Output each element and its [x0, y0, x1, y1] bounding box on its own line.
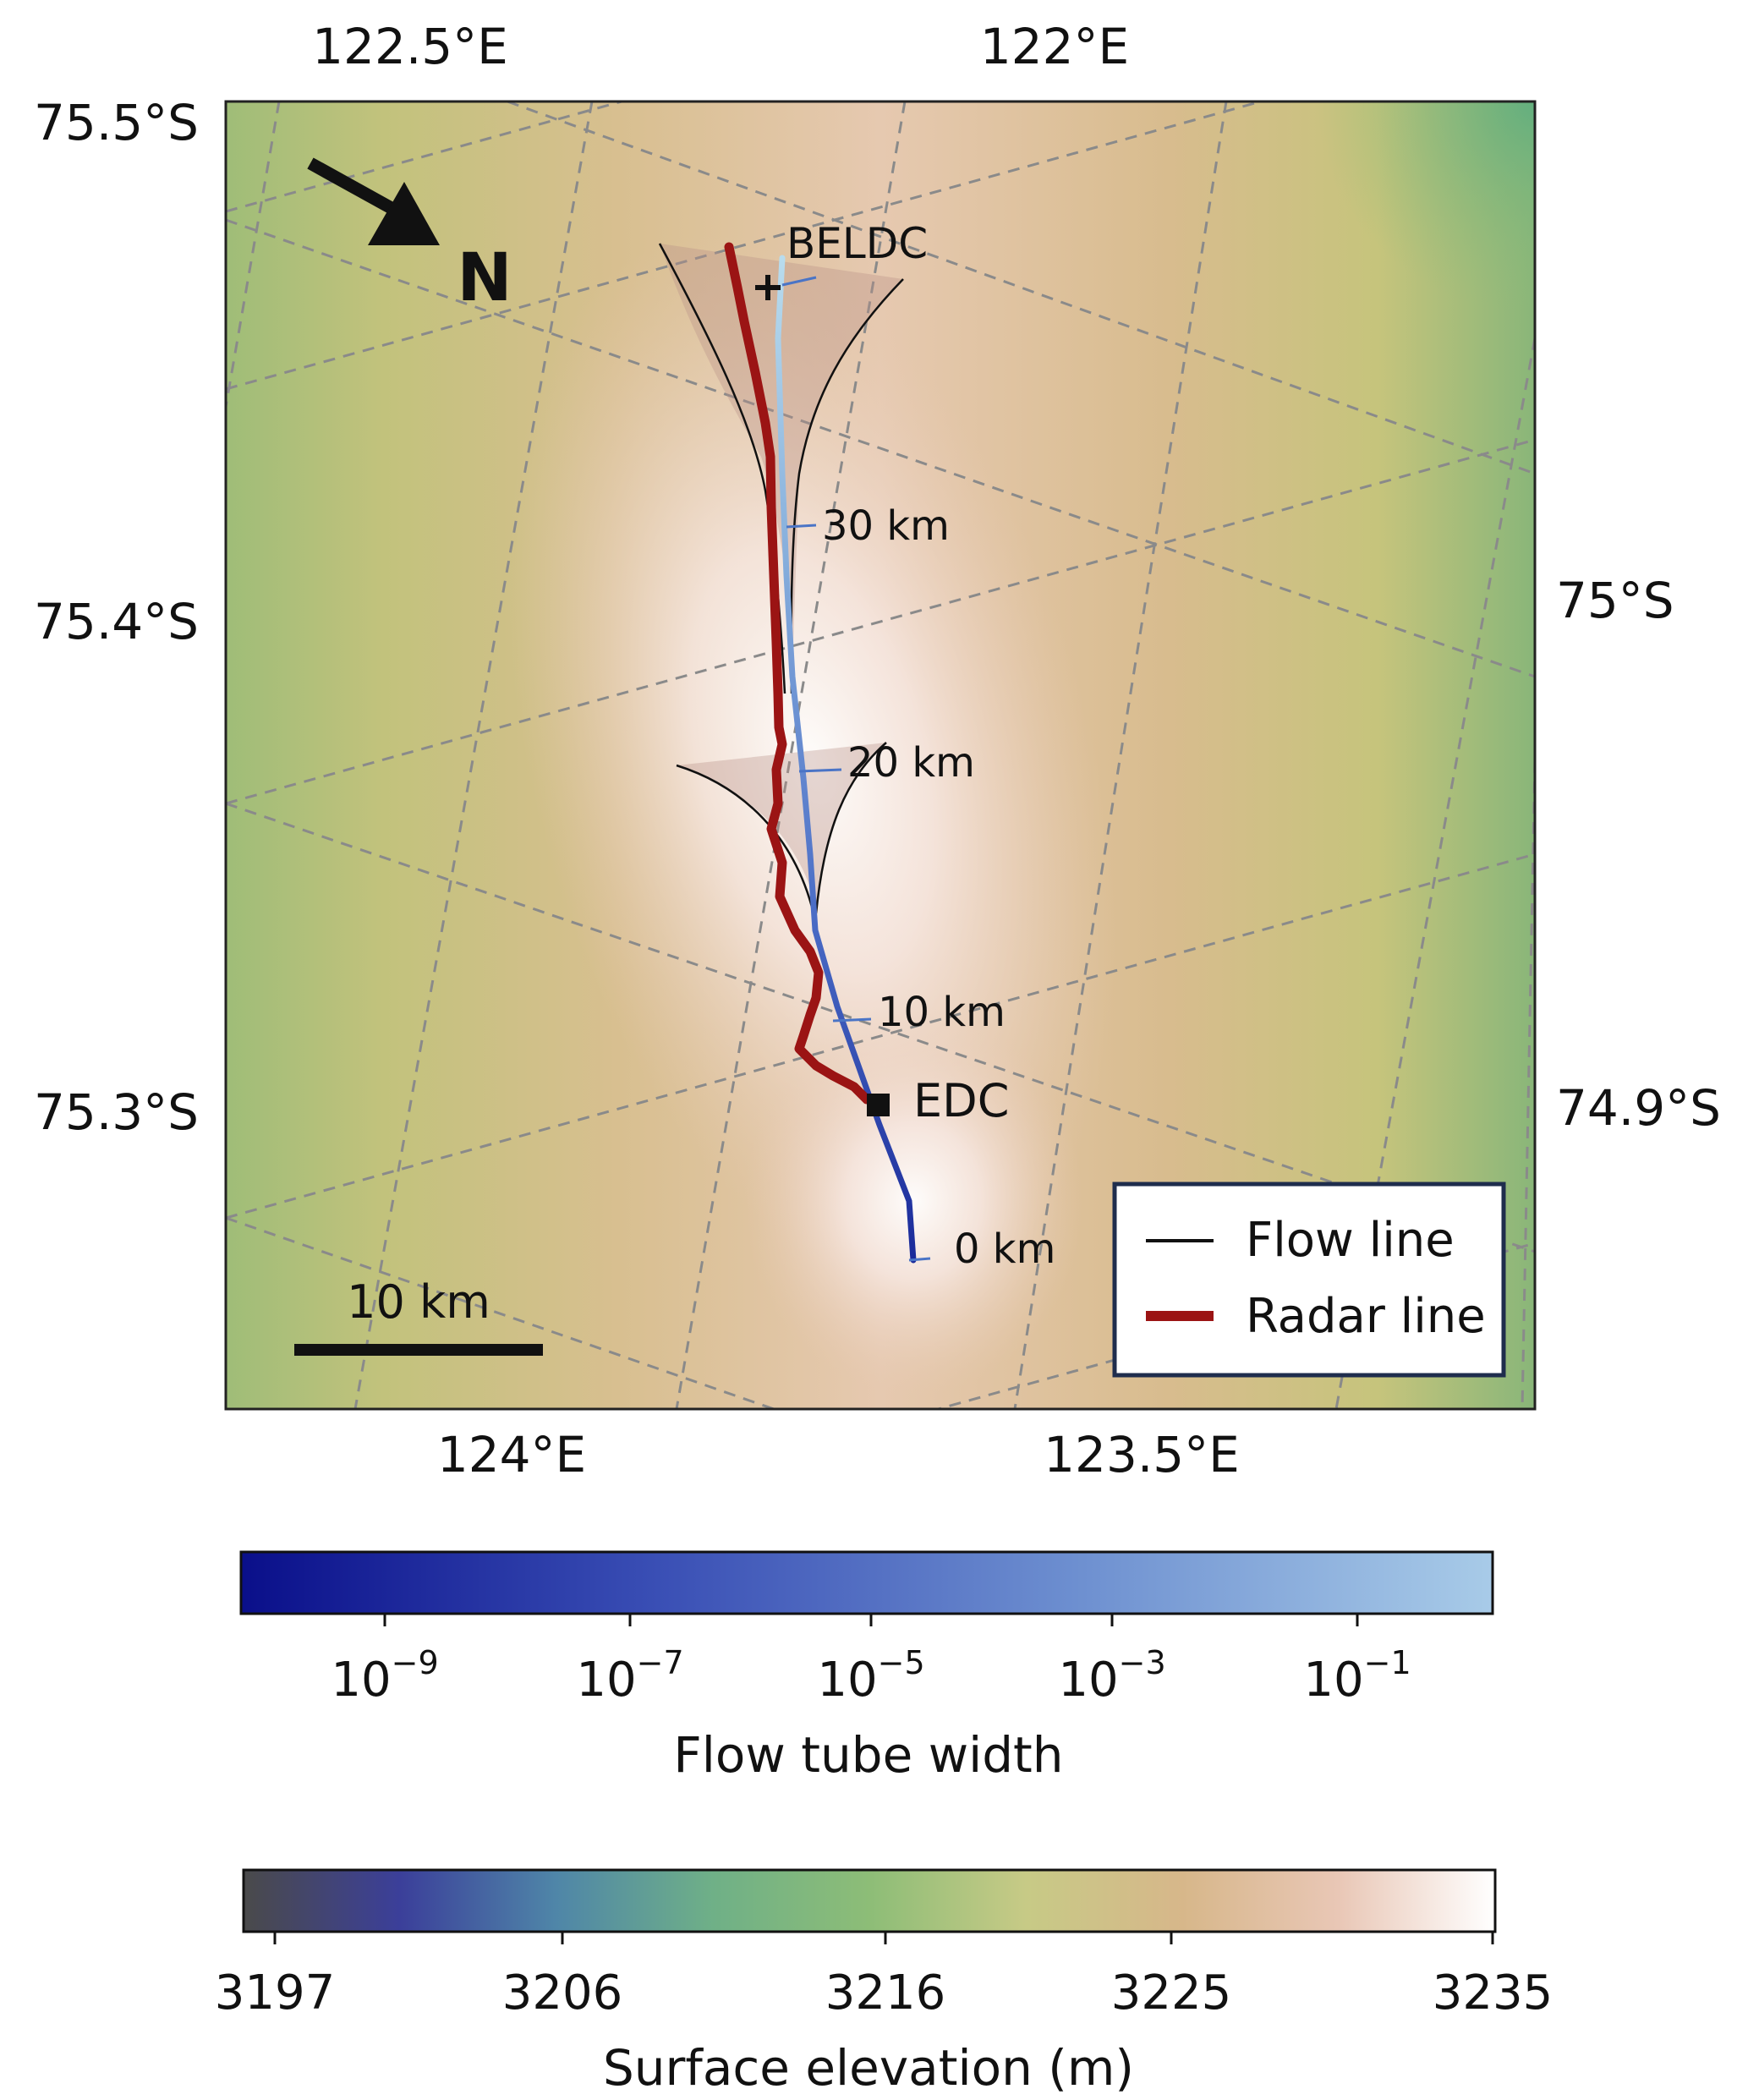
- flow-line-right-lower: [814, 742, 887, 914]
- colorbar-flow-tube-width-title: Flow tube width: [673, 1726, 1063, 1784]
- graticule-line: [226, 218, 1535, 678]
- distance-ticks: [781, 276, 931, 1262]
- distance-label-0km: 0 km: [954, 1225, 1055, 1273]
- lat-label-right-2: 74.9°S: [1556, 1079, 1721, 1137]
- flow-line-left-upper: [658, 243, 786, 694]
- legend-label-flow-line: Flow line: [1246, 1213, 1455, 1268]
- graticule-line: [226, 438, 1535, 805]
- colorbar-surface-elevation-tick-label: 3206: [502, 1966, 623, 2020]
- colorbar-flow-tube-width-gradient: [239, 1550, 1494, 1615]
- colorbar-surface-elevation-title: Surface elevation (m): [603, 2039, 1134, 2097]
- graticule-line: [226, 101, 627, 213]
- distance-label-20km: 20 km: [847, 739, 975, 787]
- colorbar-flow-tube-width-ticks: 10−9 10−7 10−5 10−3 10−1: [331, 1614, 1411, 1708]
- site-label-beldc: BELDC: [786, 219, 928, 268]
- elevation-corner: [1099, 101, 1535, 524]
- north-arrow-icon: [307, 157, 440, 245]
- colorbar-surface-elevation-tick-label: 3197: [215, 1966, 336, 2020]
- lon-label-top-1: 122.5°E: [312, 18, 508, 75]
- graticule-line: [1013, 101, 1228, 1409]
- colorbar-surface-elevation-ticks: 3197 3206 3216 3225 3235: [215, 1932, 1553, 2020]
- graticule-line: [353, 101, 594, 1409]
- lon-label-bottom-1: 124°E: [437, 1426, 586, 1483]
- site-edc-marker: [867, 1094, 890, 1116]
- distance-label-10km: 10 km: [878, 989, 1006, 1036]
- legend: Flow line Radar line: [1112, 1182, 1506, 1378]
- dome-summit: [744, 1006, 1082, 1395]
- colorbar-flow-tube-width-tick-label: 10−9: [331, 1644, 438, 1708]
- colorbar-flow-tube-width: 10−9 10−7 10−5 10−3 10−1 Flow tube width: [239, 1550, 1494, 1784]
- colorbar-surface-elevation: 3197 3206 3216 3225 3235 Surface elevation (…: [215, 1868, 1553, 2097]
- radar-line: [724, 242, 872, 1105]
- distance-label-30km: 30 km: [822, 502, 950, 550]
- colorbar-surface-elevation-gradient: [242, 1868, 1497, 1933]
- central-flow-line: [775, 255, 917, 1264]
- colorbar-flow-tube-width-tick-label: 10−7: [576, 1644, 683, 1708]
- graticule-line: [226, 1216, 778, 1409]
- map-panel: N 10 km BELDC EDC 30 km 20 km 10 km 0 km…: [34, 18, 1721, 1483]
- lon-label-bottom-2: 123.5°E: [1044, 1426, 1240, 1483]
- lat-label-left-2: 75.4°S: [34, 593, 199, 650]
- colorbar-surface-elevation-tick-label: 3235: [1433, 1966, 1553, 2020]
- lon-label-top-2: 122°E: [980, 18, 1129, 75]
- colorbar-flow-tube-width-tick-label: 10−3: [1058, 1644, 1165, 1708]
- graticule-line: [226, 802, 1535, 1253]
- site-beldc-marker: [755, 275, 781, 300]
- graticule-line: [226, 101, 1266, 391]
- lat-label-left-3: 75.3°S: [34, 1083, 199, 1141]
- graticule-line: [226, 853, 1535, 1220]
- map-frame: [224, 100, 1537, 1411]
- flow-line-left-lower: [676, 764, 815, 914]
- graticule-line: [675, 101, 907, 1409]
- lat-label-right-1: 75°S: [1556, 572, 1674, 629]
- legend-label-radar-line: Radar line: [1246, 1289, 1486, 1344]
- scale-bar-label: 10 km: [347, 1275, 490, 1329]
- legend-box: [1112, 1182, 1506, 1378]
- flow-tube-lower-fill: [677, 743, 886, 905]
- lat-label-left-1: 75.5°S: [34, 94, 199, 151]
- colorbar-flow-tube-width-tick-label: 10−1: [1303, 1644, 1411, 1708]
- colorbar-surface-elevation-tick-label: 3225: [1111, 1966, 1232, 2020]
- graticule-line: [1521, 760, 1535, 1409]
- north-label: N: [457, 240, 512, 316]
- site-label-edc: EDC: [913, 1074, 1009, 1127]
- colorbar-surface-elevation-tick-label: 3216: [825, 1966, 946, 2020]
- graticule: [226, 101, 1535, 1409]
- colorbar-flow-tube-width-tick-label: 10−5: [817, 1644, 924, 1708]
